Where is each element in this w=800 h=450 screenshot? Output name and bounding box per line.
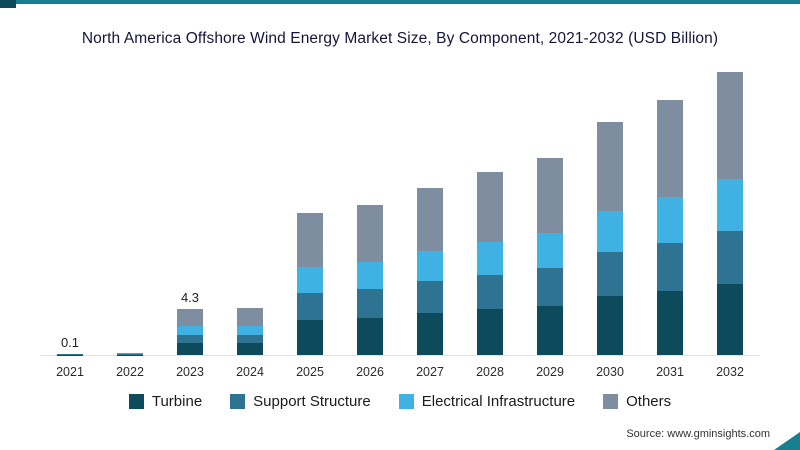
legend-swatch-support-structure <box>230 394 246 409</box>
bar-column-2026 <box>340 66 400 355</box>
bar-column-2021: 0.1 <box>40 66 100 355</box>
bar-segment-electrical-infrastructure-2030 <box>597 210 623 253</box>
legend-swatch-turbine <box>128 394 144 409</box>
bar-segment-others-2022 <box>117 353 143 354</box>
bar-segment-turbine-2027 <box>417 313 443 355</box>
bar-segment-others-2023 <box>177 308 203 327</box>
x-tick-2030: 2030 <box>596 365 624 379</box>
legend-label-turbine: Turbine <box>151 393 203 410</box>
bar-column-2023: 4.3 <box>160 66 220 355</box>
bar-segment-electrical-infrastructure-2026 <box>357 261 383 289</box>
x-tick-2025: 2025 <box>296 365 324 379</box>
bar-segment-others-2024 <box>237 307 263 327</box>
bar-segment-support-structure-2026 <box>357 288 383 318</box>
top-accent-corner <box>0 0 16 8</box>
top-accent-bar <box>0 0 800 4</box>
bar-segment-electrical-infrastructure-2027 <box>417 251 443 282</box>
legend-label-electrical-infrastructure: Electrical Infrastructure <box>421 393 576 410</box>
x-tick-2024: 2024 <box>236 365 264 379</box>
bar-segment-turbine-2030 <box>597 296 623 355</box>
bar-segment-support-structure-2028 <box>477 274 503 309</box>
data-label-2021: 0.1 <box>60 334 80 350</box>
bar-column-2031 <box>640 66 700 355</box>
bar-segment-turbine-2032 <box>717 284 743 355</box>
bar-segment-turbine-2031 <box>657 290 683 355</box>
bar-segment-others-2028 <box>477 172 503 242</box>
bar-segment-others-2029 <box>537 158 563 233</box>
legend-label-support-structure: Support Structure <box>253 393 371 410</box>
bar-segment-support-structure-2027 <box>417 281 443 314</box>
bar-segment-turbine-2028 <box>477 308 503 355</box>
bar-segment-others-2026 <box>357 205 383 262</box>
source-text: Source: www.gminsights.com <box>626 428 770 440</box>
bar-segment-others-2027 <box>417 188 443 252</box>
bar-segment-support-structure-2023 <box>177 334 203 344</box>
bar-segment-electrical-infrastructure-2024 <box>237 326 263 335</box>
data-label-2023: 4.3 <box>180 289 200 305</box>
x-tick-2023: 2023 <box>176 365 204 379</box>
bar-column-2030 <box>580 66 640 355</box>
legend-item-electrical-infrastructure: Electrical Infrastructure <box>398 393 576 410</box>
bar-segment-electrical-infrastructure-2025 <box>297 267 323 293</box>
bar-column-2022 <box>100 66 160 355</box>
legend-item-others: Others <box>603 393 671 410</box>
legend-swatch-others <box>603 394 619 409</box>
bar-segment-turbine-2023 <box>177 343 203 355</box>
bar-segment-support-structure-2025 <box>297 292 323 320</box>
x-axis-labels: 2021 2022 2023 2024 2025 2026 2027 2028 2029 2030… <box>40 356 760 379</box>
bar-segment-electrical-infrastructure-2028 <box>477 241 503 275</box>
bar-column-2028 <box>460 66 520 355</box>
x-tick-2026: 2026 <box>356 365 384 379</box>
legend-swatch-electrical-infrastructure <box>398 394 414 409</box>
bottom-right-corner-triangle <box>774 432 800 450</box>
bar-segment-others-2031 <box>657 100 683 197</box>
bar-segment-turbine-2026 <box>357 317 383 355</box>
x-tick-2021: 2021 <box>56 365 84 379</box>
bar-segment-support-structure-2029 <box>537 268 563 306</box>
bar-segment-others-2030 <box>597 121 623 211</box>
bar-segment-turbine-2029 <box>537 305 563 355</box>
bar-segment-support-structure-2024 <box>237 334 263 344</box>
x-tick-2029: 2029 <box>536 365 564 379</box>
legend-item-turbine: Turbine <box>128 393 203 410</box>
chart-title: North America Offshore Wind Energy Marke… <box>81 30 719 47</box>
bar-column-2025 <box>280 66 340 355</box>
x-tick-2031: 2031 <box>656 365 684 379</box>
bar-column-2027 <box>400 66 460 355</box>
x-tick-2027: 2027 <box>416 365 444 379</box>
bar-segment-support-structure-2031 <box>657 242 683 291</box>
bar-segment-electrical-infrastructure-2031 <box>657 196 683 243</box>
bar-segment-turbine-2024 <box>237 343 263 355</box>
bar-segment-turbine-2025 <box>297 319 323 355</box>
bar-segment-electrical-infrastructure-2032 <box>717 179 743 231</box>
bar-segment-electrical-infrastructure-2023 <box>177 326 203 335</box>
legend-label-others: Others <box>626 393 672 410</box>
bar-chart: 0.1 4.3 2021 2022 2023 2024 2025 2026 2027 2028 2… <box>40 66 760 379</box>
legend-item-support-structure: Support Structure <box>230 393 371 410</box>
bar-column-2024 <box>220 66 280 355</box>
bar-column-2029 <box>520 66 580 355</box>
bar-segment-support-structure-2030 <box>597 252 623 297</box>
bar-column-2032 <box>700 66 760 355</box>
plot-area: 0.1 4.3 <box>40 66 760 356</box>
x-tick-2032: 2032 <box>716 365 744 379</box>
bar-segment-electrical-infrastructure-2029 <box>537 233 563 269</box>
chart-legend: Turbine Support Structure Electrical Infra… <box>0 393 800 410</box>
bar-segment-others-2025 <box>297 212 323 268</box>
bar-segment-support-structure-2032 <box>717 230 743 285</box>
x-tick-2022: 2022 <box>116 365 144 379</box>
bar-segment-others-2032 <box>717 72 743 180</box>
x-tick-2028: 2028 <box>476 365 504 379</box>
